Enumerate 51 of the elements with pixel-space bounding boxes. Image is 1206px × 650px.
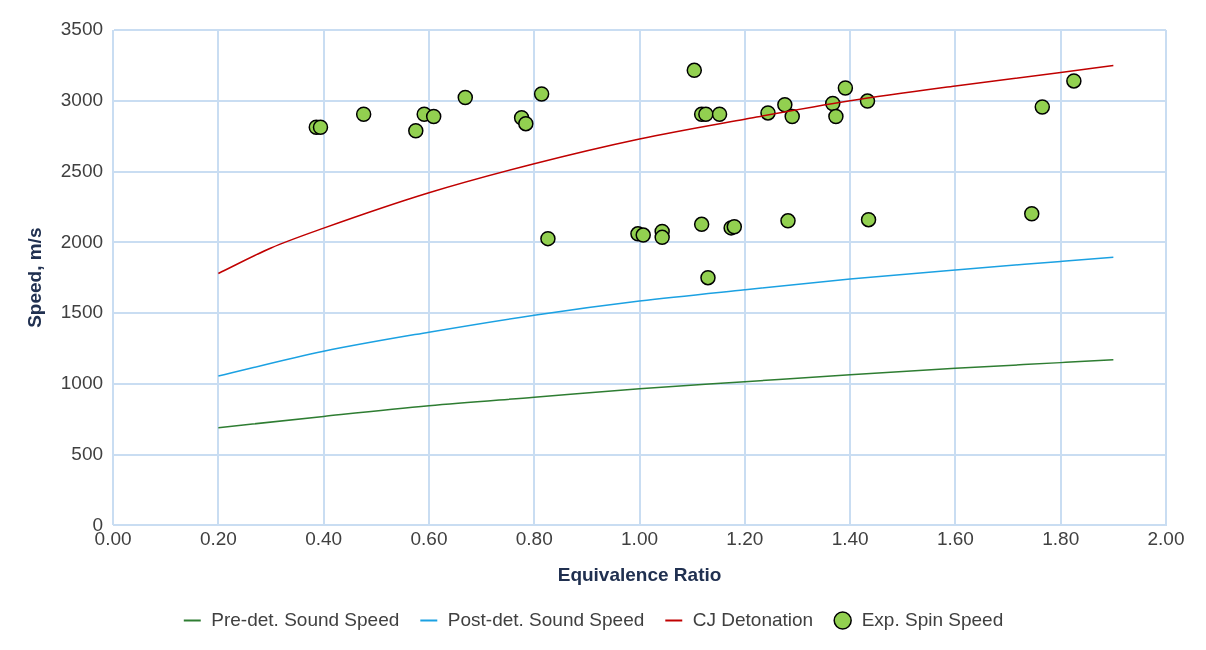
point	[635, 227, 651, 243]
point	[780, 213, 796, 229]
point	[777, 96, 793, 113]
point	[408, 123, 424, 139]
point	[837, 80, 854, 96]
y-tick-label: 3000	[60, 89, 104, 111]
point	[540, 230, 556, 247]
point	[457, 89, 474, 106]
x-tick-label: 1.20	[726, 528, 764, 550]
point	[312, 119, 329, 135]
x-tick-label: 0.80	[515, 528, 553, 550]
x-tick-label: 0.40	[305, 528, 343, 550]
point	[698, 106, 714, 122]
point	[1034, 99, 1051, 115]
legend-label: Pre-det. Sound Speed	[211, 608, 400, 630]
legend-label: Exp. Spin Speed	[861, 608, 1004, 630]
x-tick-label: 2.00	[1147, 528, 1185, 550]
point	[654, 229, 670, 246]
line-series	[217, 359, 1115, 429]
x-tick-label: 1.80	[1042, 528, 1080, 550]
y-axis-title: Speed, m/s	[23, 227, 45, 328]
y-tick-label: 2500	[60, 159, 104, 181]
y-tick-label: 2000	[60, 230, 104, 252]
x-tick-label: 1.60	[936, 528, 974, 550]
point	[425, 108, 442, 125]
point	[700, 269, 716, 286]
point	[828, 108, 844, 125]
y-tick-label: 1000	[60, 372, 104, 394]
point	[1066, 73, 1082, 89]
legend-label: CJ Detonation	[692, 608, 814, 630]
point	[533, 86, 550, 102]
x-tick-label: 1.00	[621, 528, 659, 550]
point	[726, 219, 743, 235]
line-series	[217, 256, 1115, 377]
point	[711, 106, 728, 122]
legend-label: Post-det. Sound Speed	[447, 608, 645, 630]
point	[355, 106, 372, 122]
point	[693, 216, 710, 233]
point	[686, 62, 703, 79]
line-series	[217, 64, 1115, 275]
x-tick-label: 1.40	[831, 528, 869, 550]
y-tick-label: 3500	[60, 18, 104, 40]
point	[518, 115, 534, 132]
point	[860, 211, 877, 228]
x-tick-label: 0.20	[199, 528, 237, 550]
point	[1024, 205, 1040, 222]
x-tick-label: 0.60	[410, 528, 448, 550]
point	[784, 108, 800, 125]
x-axis-title: Equivalence Ratio	[557, 563, 722, 585]
y-tick-label: 1500	[60, 301, 104, 323]
y-tick-label: 500	[71, 442, 104, 464]
